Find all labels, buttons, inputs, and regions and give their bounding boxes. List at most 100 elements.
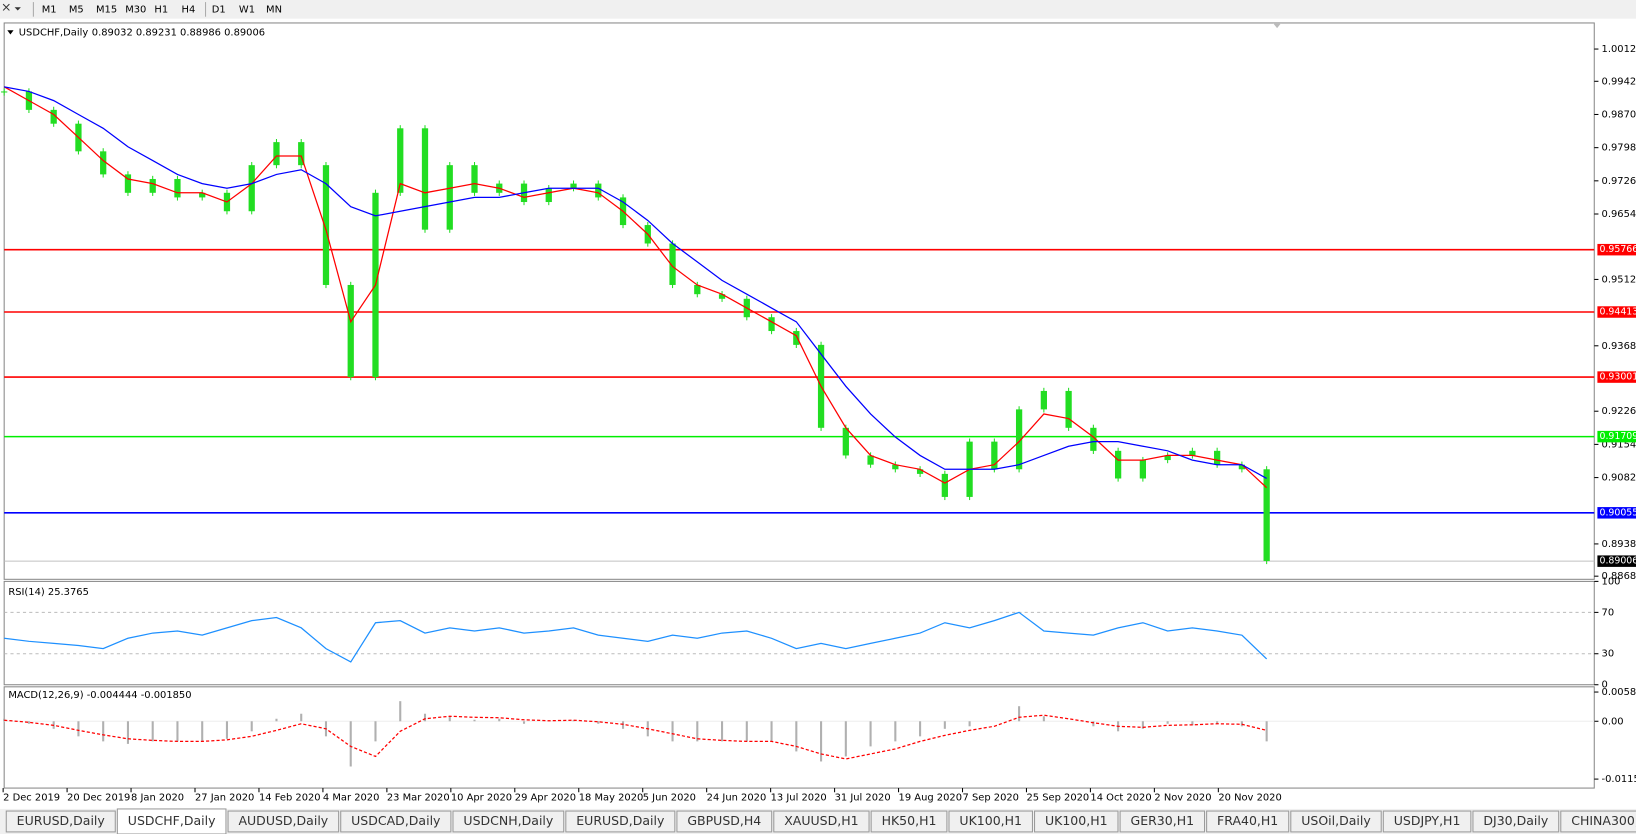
tab[interactable]: [1119, 810, 1206, 833]
tab[interactable]: [1206, 810, 1290, 833]
tab-label[interactable]: AUDUSD,Daily: [238, 813, 328, 828]
timeframe-button[interactable]: MN: [266, 4, 282, 15]
tab-label[interactable]: UK100,H1: [1045, 813, 1108, 828]
candle: [842, 427, 849, 456]
timeframe-button[interactable]: M15: [96, 4, 117, 15]
x-tick-label: 25 Sep 2020: [1026, 792, 1089, 803]
candle: [1214, 450, 1221, 465]
histogram-bar: [572, 720, 575, 722]
histogram-bar: [671, 721, 674, 742]
candle: [1238, 464, 1246, 470]
histogram-bar: [522, 721, 526, 724]
x-tick-label: 4 Mar 2020: [323, 792, 380, 803]
tab[interactable]: [1472, 810, 1560, 833]
tab[interactable]: [1560, 810, 1636, 833]
price-level-box: [1597, 555, 1636, 567]
candle: [768, 317, 775, 332]
histogram-bar: [943, 721, 946, 729]
tab-label[interactable]: USDCAD,Daily: [351, 813, 441, 828]
timeframe-button[interactable]: H1: [154, 4, 168, 15]
tab-label[interactable]: USOil,Daily: [1301, 813, 1371, 828]
x-tick-label: 20 Nov 2020: [1218, 792, 1281, 803]
price-level-box: [1597, 371, 1636, 383]
price-level-box: [1597, 507, 1636, 519]
price-level-label: 0.91709: [1599, 431, 1636, 442]
histogram-bar: [597, 721, 600, 724]
tab[interactable]: [116, 808, 227, 834]
candle: [570, 183, 577, 189]
histogram-bar: [919, 721, 922, 737]
price-level-label: 0.89006: [1599, 556, 1636, 567]
tab-label[interactable]: HK50,H1: [882, 813, 937, 828]
tab[interactable]: [452, 810, 565, 833]
tab[interactable]: [1034, 810, 1119, 833]
tab-label[interactable]: FRA40,H1: [1217, 813, 1278, 828]
tab-label[interactable]: USDJPY,H1: [1394, 813, 1461, 828]
price-level-label: 0.93001: [1599, 372, 1636, 383]
candle: [545, 188, 552, 203]
tab-label[interactable]: XAUUSD,H1: [784, 813, 858, 828]
tab-label[interactable]: DJ30,Daily: [1483, 813, 1548, 828]
tab-label[interactable]: USDCNH,Daily: [463, 813, 553, 828]
x-tick-label: 18 May 2020: [579, 792, 644, 803]
histogram-bar: [869, 721, 872, 747]
timeframe-button[interactable]: M30: [125, 4, 146, 15]
histogram-bar: [201, 721, 204, 742]
candle: [941, 473, 948, 497]
indicator-line: [4, 611, 1268, 663]
histogram-bar: [968, 721, 971, 727]
timeframe-button[interactable]: W1: [239, 4, 255, 15]
histogram-bar: [300, 713, 303, 722]
tab[interactable]: [676, 810, 773, 833]
x-tick-label: 8 Jan 2020: [131, 792, 184, 803]
tab[interactable]: [1290, 810, 1382, 833]
tab-label[interactable]: GER30,H1: [1131, 813, 1195, 828]
tab-label[interactable]: CHINA300,H1: [1571, 813, 1636, 828]
tab-label[interactable]: USDCHF,Daily: [128, 813, 216, 828]
candle: [892, 464, 899, 470]
x-tick-label: 7 Sep 2020: [963, 792, 1019, 803]
tab[interactable]: [227, 810, 340, 833]
tab[interactable]: [565, 810, 676, 833]
macd-title: MACD(12,26,9) -0.004444 -0.001850: [8, 690, 191, 701]
tab-label[interactable]: EURUSD,Daily: [17, 813, 106, 828]
toolbar: [0, 0, 1636, 19]
indicator-line: [4, 86, 1267, 480]
histogram-bar: [176, 721, 179, 742]
candle: [1164, 455, 1171, 461]
timeframe-button[interactable]: M1: [42, 4, 57, 15]
tab[interactable]: [948, 810, 1033, 833]
histogram-bar: [126, 721, 129, 744]
candle: [248, 165, 255, 212]
histogram-bar: [894, 721, 897, 742]
timeframe-button[interactable]: H4: [182, 4, 196, 15]
histogram-bar: [1216, 721, 1219, 724]
tab-label[interactable]: EURUSD,Daily: [576, 813, 665, 828]
tab[interactable]: [5, 810, 116, 833]
tab-label[interactable]: UK100,H1: [959, 813, 1022, 828]
candle: [916, 469, 924, 474]
dropdown-icon: [14, 7, 21, 11]
tab[interactable]: [773, 810, 870, 833]
macd-panel: [3, 686, 1595, 789]
tab-label[interactable]: GBPUSD,H4: [687, 813, 761, 828]
histogram-bar: [820, 721, 823, 762]
histogram-bar: [1166, 721, 1169, 724]
x-tick-label: 10 Apr 2020: [451, 792, 512, 803]
tab[interactable]: [340, 810, 452, 833]
histogram-bar: [349, 721, 352, 767]
timeframe-button[interactable]: M5: [69, 4, 84, 15]
tab[interactable]: [870, 810, 948, 833]
timeframe-button[interactable]: D1: [212, 4, 226, 15]
histogram-bar: [1141, 721, 1144, 729]
candle: [718, 294, 726, 299]
tab[interactable]: [1382, 810, 1472, 833]
